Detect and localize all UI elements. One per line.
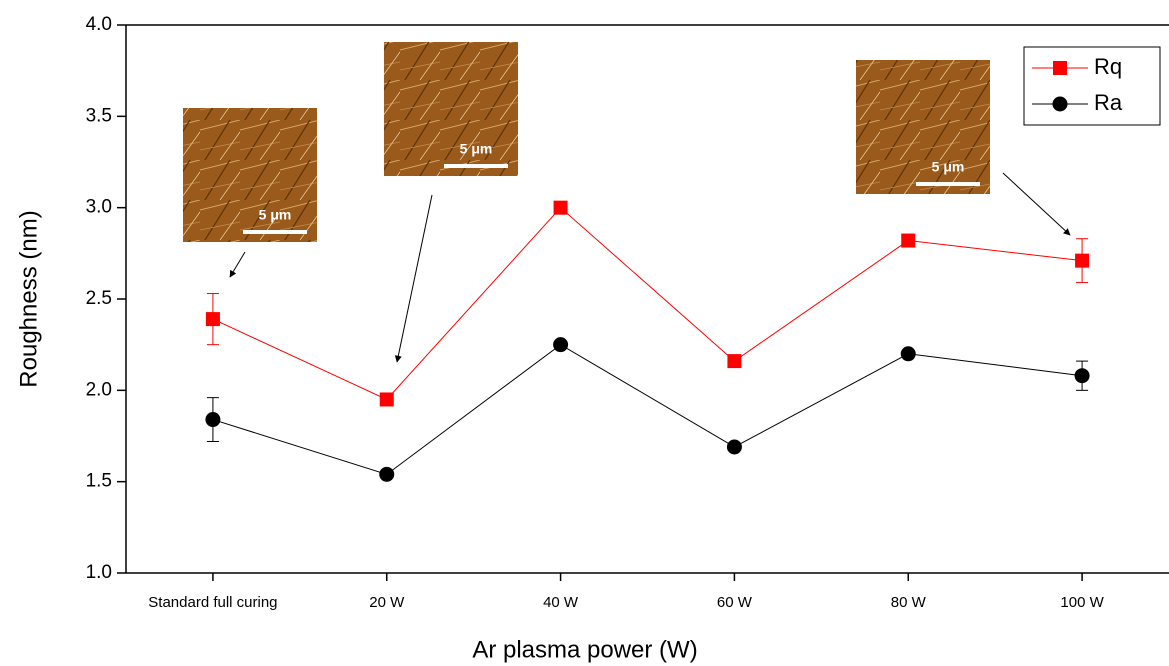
x-tick-label: 100 W xyxy=(1060,594,1104,611)
y-tick-label: 4.0 xyxy=(86,14,112,35)
data-point xyxy=(1075,253,1090,268)
x-tick-label: 40 W xyxy=(543,594,579,611)
afm-image xyxy=(183,108,317,242)
legend-label: Ra xyxy=(1094,90,1123,115)
x-axis-title: Ar plasma power (W) xyxy=(472,636,697,663)
data-point xyxy=(379,392,394,407)
y-tick-label: 1.0 xyxy=(86,562,112,583)
data-point xyxy=(726,439,742,455)
x-tick-label: 60 W xyxy=(717,594,753,611)
afm-image xyxy=(384,42,518,176)
data-point xyxy=(900,346,916,362)
y-axis-title: Roughness (nm) xyxy=(15,210,42,387)
afm-image xyxy=(856,60,990,194)
series-line xyxy=(212,344,1083,475)
legend-marker xyxy=(1052,96,1068,112)
y-tick-label: 2.0 xyxy=(86,379,112,400)
series-line xyxy=(212,206,1083,401)
y-tick-label: 3.0 xyxy=(86,197,112,218)
legend-box xyxy=(1023,46,1161,126)
data-point xyxy=(379,466,395,482)
x-tick-label: Standard full curing xyxy=(148,594,277,611)
scale-bar-label: 5 μm xyxy=(460,141,493,157)
legend-marker xyxy=(1053,61,1067,75)
data-point xyxy=(901,233,916,248)
data-point xyxy=(205,412,221,428)
scale-bar-label: 5 μm xyxy=(932,159,965,175)
x-tick-label: 20 W xyxy=(369,594,405,611)
y-tick-label: 1.5 xyxy=(86,471,112,492)
arrows xyxy=(229,172,1071,363)
data-point xyxy=(553,200,568,215)
data-point xyxy=(205,312,220,327)
y-tick-label: 2.5 xyxy=(86,288,112,309)
scale-bar-label: 5 μm xyxy=(259,207,292,223)
data-point xyxy=(1074,368,1090,384)
legend-label: Rq xyxy=(1094,54,1122,79)
x-tick-label: 80 W xyxy=(891,594,927,611)
data-point xyxy=(727,354,742,369)
data-point xyxy=(553,337,569,353)
y-tick-label: 3.5 xyxy=(86,105,112,126)
